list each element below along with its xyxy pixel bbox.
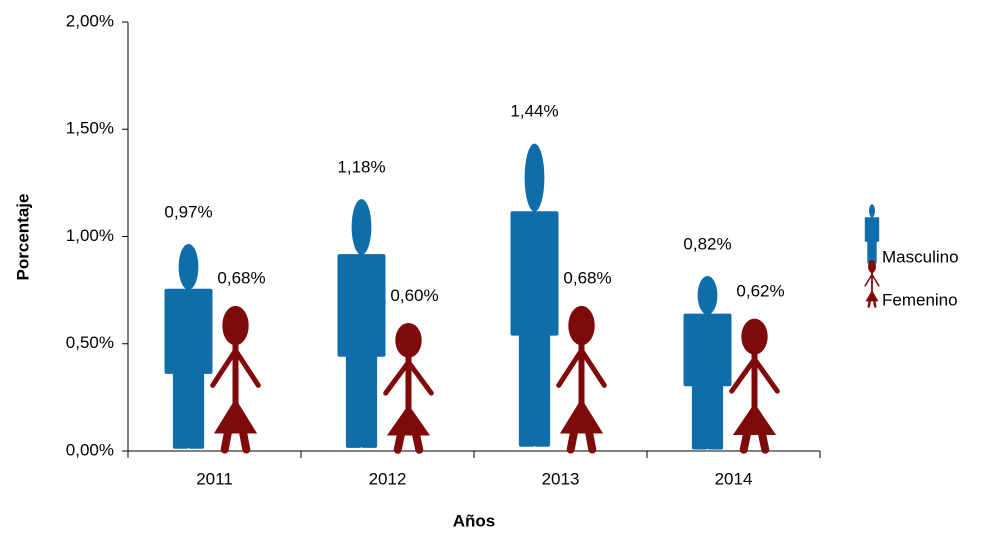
figure-limb (556, 347, 584, 388)
figure-head (868, 260, 876, 273)
y-tick-label: 1,00% (66, 226, 114, 245)
figure-body (510, 211, 559, 447)
x-tick-label: 2011 (196, 469, 233, 488)
x-axis-label: Años (453, 511, 496, 530)
value-label: 0,62% (736, 281, 784, 300)
figure (337, 199, 386, 448)
figure-limb (871, 273, 880, 287)
legend-label: Femenino (882, 290, 958, 309)
y-tick-label: 0,50% (66, 333, 114, 352)
figure-body (337, 254, 386, 448)
y-tick-label: 1,50% (66, 119, 114, 138)
figure-limb (220, 426, 233, 454)
figure-limb (411, 428, 424, 454)
y-tick-label: 2,00% (66, 11, 114, 30)
figure-limb (393, 428, 406, 454)
value-label: 0,97% (164, 202, 212, 221)
figure-head (351, 199, 372, 255)
y-tick-label: 0,00% (66, 440, 114, 459)
figure (683, 275, 732, 450)
figure-limb (566, 426, 579, 454)
figure-limb (757, 428, 770, 454)
value-label: 0,68% (563, 269, 611, 288)
figure-limb (864, 273, 873, 287)
figure-skirt (213, 398, 258, 434)
figure (383, 322, 434, 454)
figure-limb (383, 359, 411, 396)
x-tick-label: 2014 (715, 469, 753, 488)
figure-limb (872, 299, 877, 308)
figure-head (178, 243, 199, 290)
figure-limb (867, 299, 872, 308)
legend-icon (864, 260, 880, 308)
legend-icon (864, 204, 880, 264)
figure (729, 318, 780, 454)
figure-body (164, 288, 213, 449)
figure-head (741, 318, 768, 355)
figure-head (524, 143, 545, 212)
figure (556, 305, 607, 454)
value-label: 0,60% (390, 286, 438, 305)
figure-body (864, 217, 880, 264)
figure-limb (579, 347, 607, 388)
figure (164, 243, 213, 449)
value-label: 0,82% (683, 235, 731, 254)
figure-limb (233, 347, 261, 388)
figure-limb (739, 428, 752, 454)
figure-limb (584, 426, 597, 454)
figure-limb (729, 356, 757, 394)
value-label: 0,68% (217, 269, 265, 288)
figure-skirt (732, 403, 777, 436)
figure-head (395, 322, 422, 358)
figure-skirt (386, 404, 431, 436)
figure-head (869, 204, 875, 218)
figure-head (222, 305, 249, 346)
figure-limb (752, 356, 780, 394)
figure-body (683, 313, 732, 450)
figure-skirt (559, 398, 604, 434)
legend-label: Masculino (882, 247, 959, 266)
figure-head (697, 275, 718, 315)
figure-limb (238, 426, 251, 454)
y-axis-label: Porcentaje (13, 194, 32, 281)
figure-limb (210, 347, 238, 388)
figure-limb (406, 359, 434, 396)
x-tick-label: 2013 (542, 469, 580, 488)
figure (210, 305, 261, 454)
value-label: 1,18% (337, 157, 385, 176)
figure-head (568, 305, 595, 346)
figure-skirt (865, 290, 879, 302)
x-tick-label: 2012 (369, 469, 407, 488)
value-label: 1,44% (510, 102, 558, 121)
figure (510, 143, 559, 447)
